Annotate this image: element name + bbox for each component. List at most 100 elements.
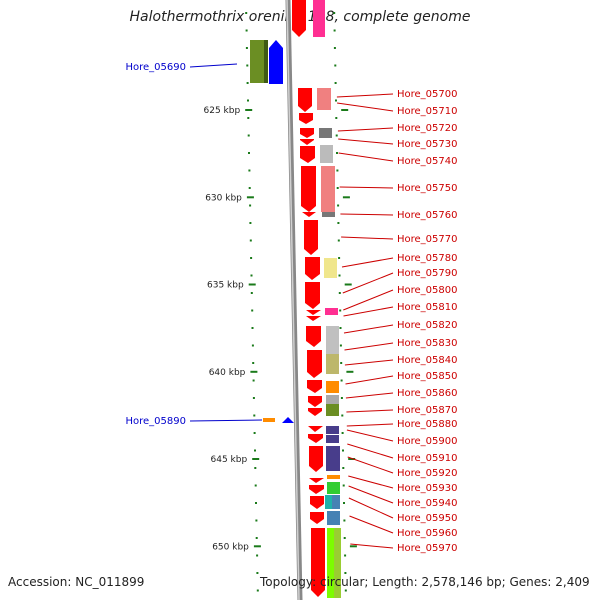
tick-mark	[253, 432, 256, 434]
tick-mark	[250, 292, 253, 294]
tick-mark	[342, 449, 344, 452]
gene-label-right: Hore_05880	[397, 419, 458, 430]
gene-block-steelblue	[332, 495, 340, 509]
gene-block-indigo-large	[326, 446, 340, 471]
gene-arrow-red	[306, 316, 321, 321]
tick-mark	[335, 134, 338, 137]
tick-mark	[344, 589, 347, 592]
top-genes	[292, 0, 325, 37]
leader-line	[346, 423, 394, 427]
tick-mark	[337, 204, 340, 207]
gene-label-right: Hore_05810	[397, 302, 458, 313]
tick-mark	[251, 344, 254, 347]
gene-arrow-red	[300, 146, 315, 163]
leader-line	[341, 236, 394, 240]
gene-label-right: Hore_05940	[397, 498, 458, 509]
gene-block-top-pink	[313, 0, 325, 37]
gene-label-right: Hore_05910	[397, 453, 458, 464]
gene-label-right: Hore_05730	[397, 139, 458, 150]
leader-line	[338, 152, 394, 162]
gene-label-right: Hore_05700	[397, 89, 458, 100]
tick-mark	[344, 554, 347, 557]
tick-mark	[251, 309, 254, 312]
gene-block-lime	[327, 528, 334, 598]
gene-block-grey-light	[320, 145, 333, 163]
gene-block-silver	[326, 326, 339, 354]
tick-mark	[248, 187, 251, 189]
tick-mark	[338, 257, 341, 259]
tick-mark	[335, 117, 338, 119]
accession-text: Accession: NC_011899	[8, 575, 145, 589]
tick-mark	[339, 327, 342, 329]
right-labels: Hore_05700 Hore_05710 Hore_05720 Hore_05730…	[397, 89, 458, 554]
gene-arrow-red	[298, 88, 312, 112]
kbp-tick	[245, 109, 253, 111]
gene-block-olive-shade	[264, 40, 268, 83]
gene-label-right: Hore_05760	[397, 210, 458, 221]
gene-arrow-red	[305, 257, 320, 280]
gene-block-indigo	[326, 435, 339, 443]
gene-block-orange-thin	[327, 475, 340, 479]
gene-label-right: Hore_05850	[397, 371, 458, 382]
gene-arrow-red	[308, 396, 322, 407]
gene-arrow-red	[309, 478, 324, 483]
gene-block-indigo	[326, 426, 339, 434]
left-labels: Hore_05690 Hore_05890	[126, 62, 263, 427]
gene-label-left: Hore_05690	[126, 62, 187, 73]
gene-block-salmon	[317, 88, 331, 110]
tick-mark	[340, 362, 343, 364]
leader-line	[343, 324, 394, 334]
gene-arrow-blue	[269, 40, 283, 84]
tick-mark	[335, 99, 337, 102]
kbp-tick	[342, 196, 350, 199]
gene-arrow-red	[309, 446, 323, 472]
tick-mark	[248, 169, 251, 172]
tick-mark	[255, 519, 258, 522]
kbp-tick	[344, 283, 352, 286]
tick-mark	[340, 379, 343, 382]
gene-label-right: Hore_05790	[397, 268, 458, 279]
leader-line	[342, 272, 394, 294]
tick-mark	[338, 292, 341, 294]
gene-arrow-red	[310, 512, 324, 524]
tick-mark	[246, 82, 249, 84]
gene-block-salmon-large	[321, 166, 335, 212]
gene-label-right: Hore_05870	[397, 405, 458, 416]
tick-mark	[251, 327, 254, 329]
gene-label-right: Hore_05970	[397, 543, 458, 554]
gene-label-right: Hore_05770	[397, 234, 458, 245]
gene-arrow-red	[300, 128, 314, 138]
leader-line	[349, 515, 394, 534]
genome-backbone	[285, 0, 303, 600]
gene-label-left: Hore_05890	[126, 416, 187, 427]
tick-mark	[255, 537, 258, 539]
gene-label-right: Hore_05740	[397, 156, 458, 167]
gene-block-darkkhaki	[326, 354, 339, 374]
gene-arrow-red	[304, 220, 318, 255]
tick-mark	[343, 537, 346, 539]
leader-line	[350, 543, 394, 549]
gene-label-right: Hore_05930	[397, 483, 458, 494]
tick-mark	[334, 64, 337, 67]
kbp-tick	[252, 458, 260, 460]
tick-mark	[249, 222, 252, 224]
leader-line	[344, 359, 394, 366]
gene-label-right: Hore_05860	[397, 388, 458, 399]
tick-mark	[250, 257, 253, 259]
gene-arrow-red	[308, 408, 322, 416]
gene-block-olive-right	[326, 404, 339, 416]
gene-block-orange	[326, 381, 339, 393]
tick-mark	[254, 449, 256, 452]
kbp-tick	[246, 196, 254, 199]
kbp-label: 635 kbp	[207, 281, 244, 291]
leader-line	[339, 186, 394, 189]
kbp-label: 625 kbp	[204, 106, 241, 116]
leader-line	[346, 429, 394, 442]
gene-label-right: Hore_05840	[397, 355, 458, 366]
tick-mark	[336, 152, 338, 154]
tick-mark	[339, 344, 342, 347]
leader-line	[348, 485, 394, 504]
kbp-tick	[349, 545, 357, 548]
leader-line	[337, 102, 394, 112]
